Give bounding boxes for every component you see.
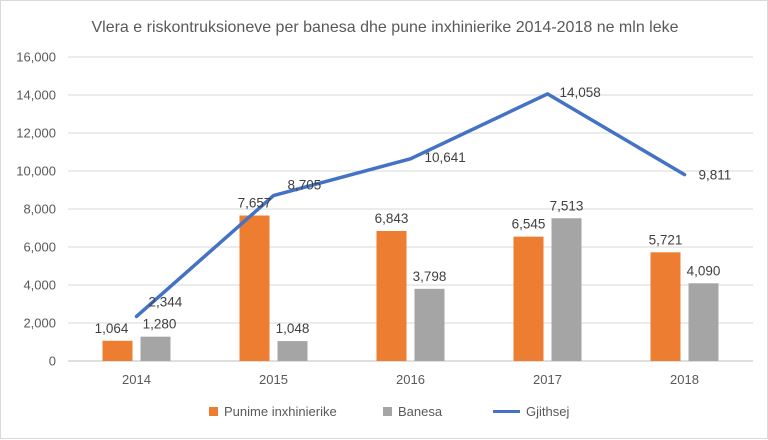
line-data-label: 9,811 <box>699 168 732 183</box>
y-tick-label: 6,000 <box>23 240 56 255</box>
x-tick-label: 2014 <box>122 372 151 387</box>
bar-data-label: 1,048 <box>276 321 310 336</box>
bar-banesa <box>414 288 445 361</box>
y-tick-label: 10,000 <box>16 164 56 179</box>
line-data-label: 14,058 <box>560 85 601 100</box>
legend-swatch <box>209 407 218 416</box>
x-tick-label: 2017 <box>533 372 562 387</box>
bar-data-label: 7,513 <box>550 198 584 213</box>
bar-data-label: 1,280 <box>143 317 177 332</box>
bar-data-label: 7,657 <box>238 196 272 211</box>
x-tick-label: 2016 <box>396 372 425 387</box>
legend-label: Punime inxhinierike <box>224 404 337 419</box>
bar-data-label: 6,545 <box>512 217 546 232</box>
bar-data-label: 3,798 <box>413 269 447 284</box>
bar-data-label: 4,090 <box>687 263 721 278</box>
bar-banesa <box>277 341 308 361</box>
y-tick-label: 14,000 <box>16 88 56 103</box>
bar-punime-inxhinierike <box>650 252 681 361</box>
y-tick-label: 16,000 <box>16 50 56 65</box>
legend-label: Gjithsej <box>526 404 569 419</box>
line-gjithsej <box>134 92 687 319</box>
line-data-label: 10,641 <box>425 150 466 165</box>
y-tick-label: 8,000 <box>23 202 56 217</box>
bar-banesa <box>551 218 582 361</box>
bar-banesa <box>140 336 171 361</box>
bar-punime-inxhinierike <box>513 236 544 361</box>
line-data-label: 2,344 <box>149 294 183 309</box>
bar-data-label: 6,843 <box>375 211 409 226</box>
y-tick-label: 4,000 <box>23 278 56 293</box>
x-tick-label: 2018 <box>670 372 699 387</box>
x-tick-label: 2015 <box>259 372 288 387</box>
chart-title: Vlera e riskontruksioneve per banesa dhe… <box>91 19 678 36</box>
line-data-label: 8,705 <box>288 178 322 193</box>
legend-swatch <box>383 407 392 416</box>
bar-data-label: 5,721 <box>649 232 683 247</box>
bar-banesa <box>688 283 719 361</box>
y-tick-label: 12,000 <box>16 126 56 141</box>
bar-punime-inxhinierike <box>376 230 407 361</box>
bar-data-label: 1,064 <box>95 321 129 336</box>
y-tick-label: 0 <box>49 354 56 369</box>
y-tick-label: 2,000 <box>23 316 56 331</box>
bar-punime-inxhinierike <box>239 215 270 361</box>
legend: Punime inxhinierike Banesa Gjithsej <box>209 404 569 419</box>
legend-label: Banesa <box>398 404 443 419</box>
bar-punime-inxhinierike <box>102 340 133 361</box>
